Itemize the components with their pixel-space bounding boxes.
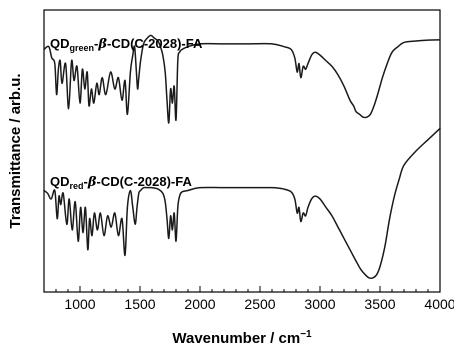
x-axis-title-superscript: −1 (300, 329, 312, 340)
x-axis-title: Wavenumber / cm−1 (172, 329, 312, 347)
series-line-0 (43, 34, 441, 124)
plot-area (43, 9, 441, 293)
series-label-1: QDred-β-CD(C-2028)-FA (50, 174, 192, 191)
series-line-1 (43, 127, 441, 280)
series-label-0: QDgreen-β-CD(C-2028)-FA (50, 36, 203, 53)
series-label-1-part-4: -CD(C-2028)-FA (97, 174, 193, 189)
series-lines (43, 34, 441, 280)
x-axis-ticks (55, 286, 441, 292)
series-label-1-part-2: - (84, 174, 88, 189)
x-tick-label-3000: 3000 (304, 296, 335, 312)
x-tick-label-3500: 3500 (364, 296, 395, 312)
y-axis-title: Transmittance / arb.u. (7, 73, 24, 228)
series-label-0-part-4: -CD(C-2028)-FA (107, 36, 203, 51)
x-axis-title-text: Wavenumber / cm (172, 330, 300, 347)
x-tick-label-2500: 2500 (244, 296, 275, 312)
series-label-0-part-1: green (70, 43, 95, 53)
series-label-1-part-1: red (70, 181, 84, 191)
series-label-1-part-0: QD (50, 174, 70, 189)
series-label-1-part-3: β (87, 175, 97, 190)
series-label-0-part-0: QD (50, 36, 70, 51)
x-tick-label-1000: 1000 (64, 296, 95, 312)
x-tick-label-1500: 1500 (124, 296, 155, 312)
plot-frame (43, 9, 441, 293)
x-tick-label-2000: 2000 (184, 296, 215, 312)
series-label-0-part-3: β (97, 37, 107, 52)
x-tick-label-4000: 4000 (424, 296, 454, 312)
series-label-0-part-2: - (94, 36, 98, 51)
x-axis-tick-labels: 1000 1500 2000 2500 3000 3500 4000 (64, 296, 454, 312)
series-labels: QDgreen-β-CD(C-2028)-FAQDred-β-CD(C-2028… (50, 36, 203, 191)
